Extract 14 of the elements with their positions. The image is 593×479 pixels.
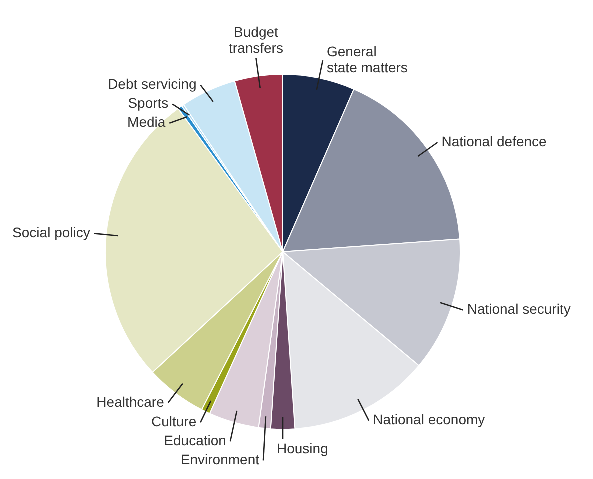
slice-label: Education <box>164 432 226 449</box>
slice-label: Budget transfers <box>228 24 284 56</box>
slice-label: National economy <box>373 412 486 428</box>
slice-label: General state matters <box>327 43 408 76</box>
slice-label: Culture <box>151 414 197 430</box>
slice-label: National security <box>467 301 571 318</box>
slice-label: Healthcare <box>96 394 165 410</box>
slice-label: Sports <box>128 95 169 112</box>
slice-label: National defence <box>442 133 548 150</box>
slice-label: Environment <box>180 452 260 468</box>
slice-label: Social policy <box>12 224 90 241</box>
slice-label: Media <box>128 114 166 130</box>
slice-label: Housing <box>277 440 328 456</box>
slice-label: Debt servicing <box>108 76 197 92</box>
